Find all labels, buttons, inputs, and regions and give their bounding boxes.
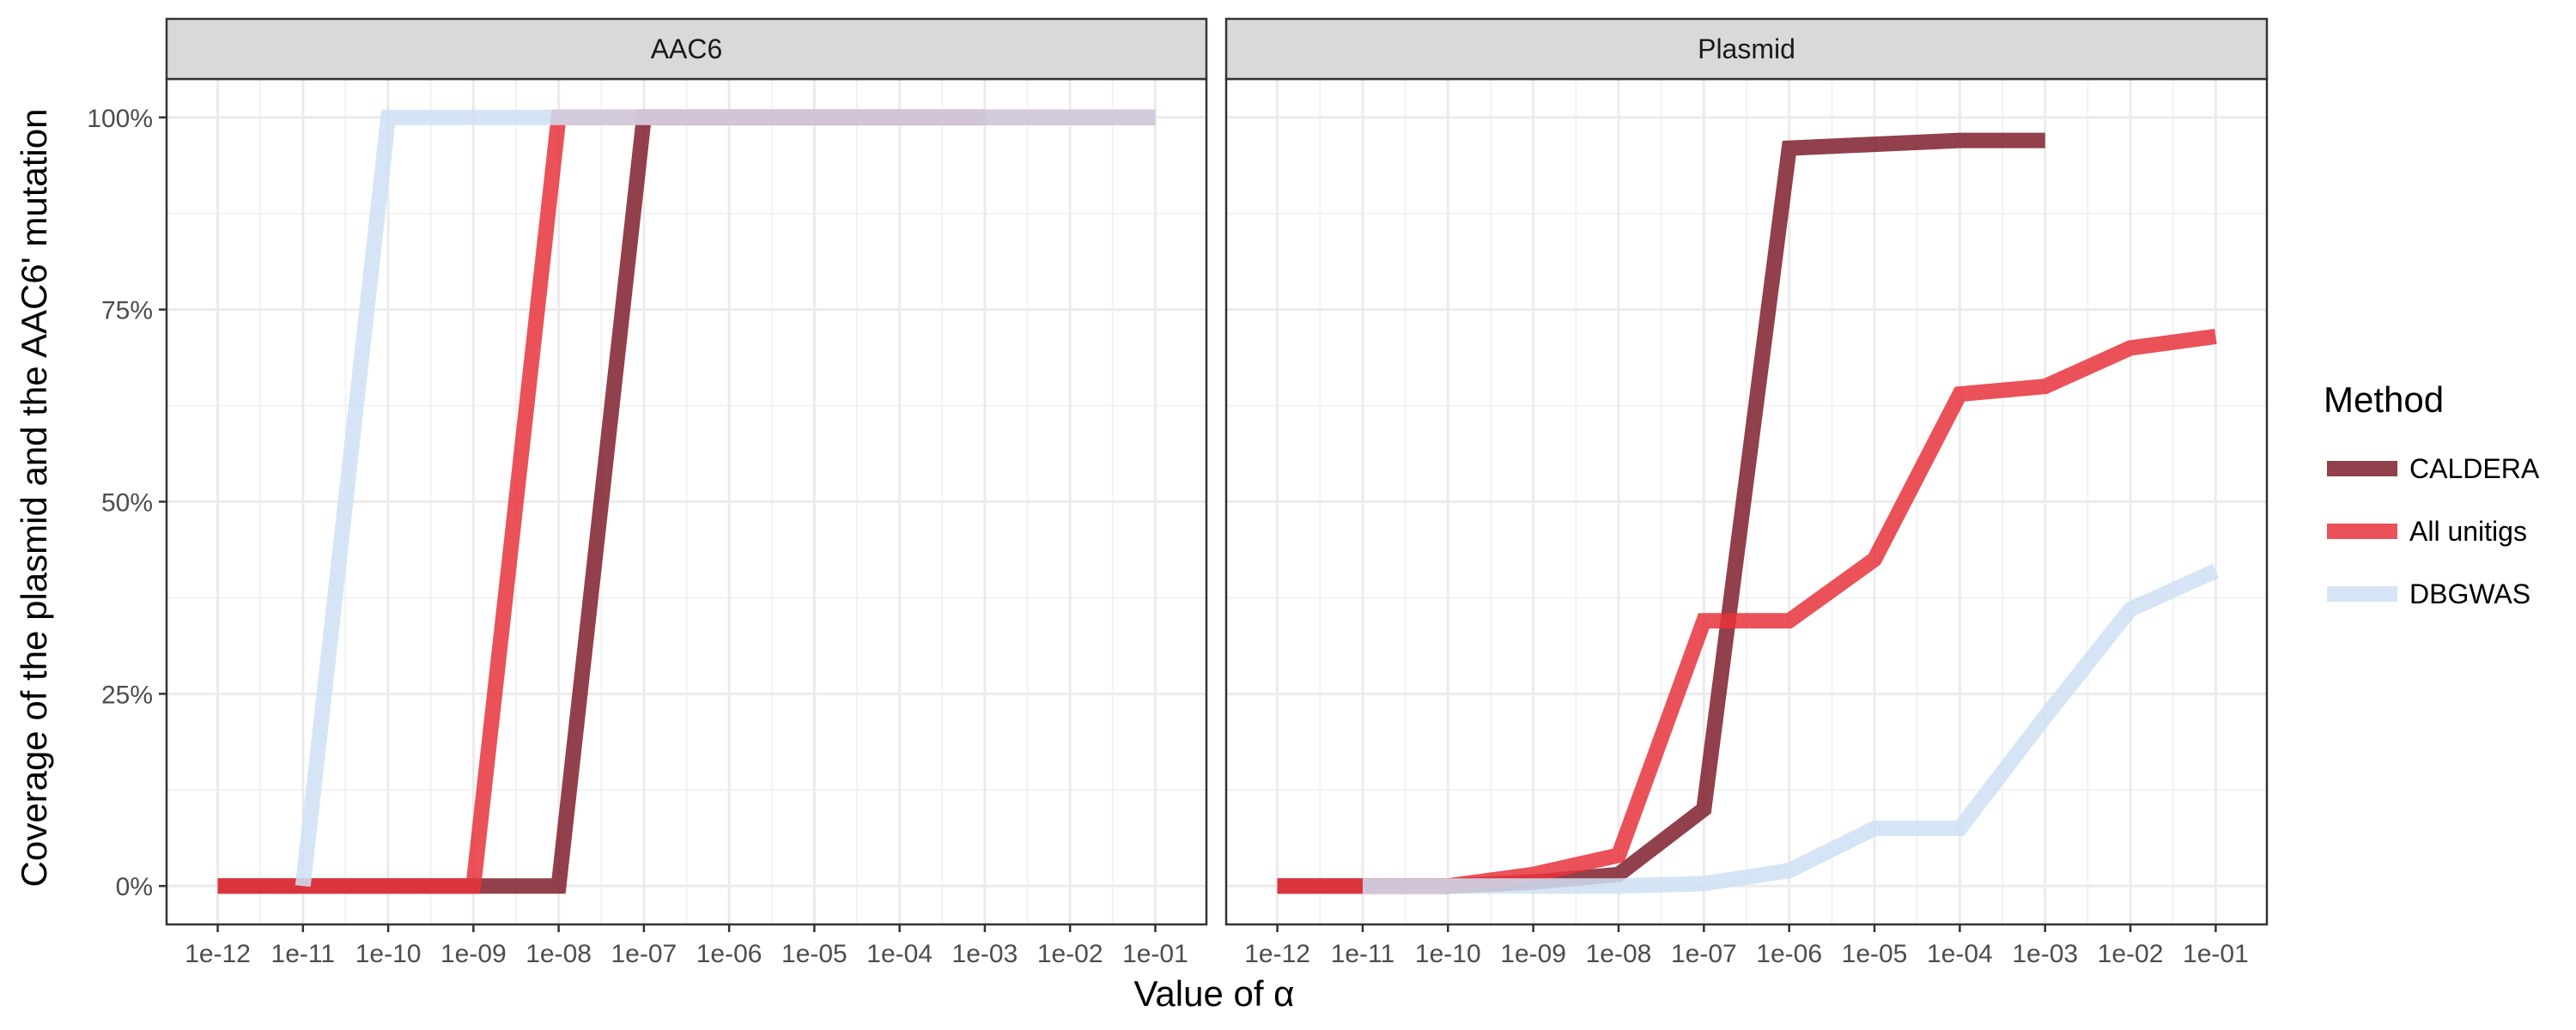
x-tick-label: 1e-08 xyxy=(526,940,592,968)
x-tick-label: 1e-02 xyxy=(1037,940,1103,968)
legend-item-caldera: CALDERA xyxy=(2327,453,2540,484)
x-tick-label: 1e-12 xyxy=(185,940,251,968)
legend-item-all-unitigs: All unitigs xyxy=(2327,516,2527,547)
legend-label: DBGWAS xyxy=(2409,579,2530,609)
x-tick-label: 1e-07 xyxy=(1671,940,1737,968)
x-tick-label: 1e-03 xyxy=(2012,940,2078,968)
x-tick-label: 1e-05 xyxy=(1842,940,1908,968)
y-tick-label: 75% xyxy=(101,297,153,325)
legend-label: CALDERA xyxy=(2409,453,2540,484)
y-tick-label: 0% xyxy=(116,873,153,901)
x-tick-label: 1e-04 xyxy=(866,940,933,968)
strip-title: AAC6 xyxy=(651,33,723,64)
strip-background xyxy=(1224,17,2269,81)
x-tick-label: 1e-06 xyxy=(1756,940,1822,968)
x-tick-label: 1e-03 xyxy=(952,940,1018,968)
x-tick-label: 1e-09 xyxy=(1500,940,1566,968)
x-tick-label: 1e-08 xyxy=(1586,940,1652,968)
x-tick-label: 1e-01 xyxy=(1122,940,1188,968)
strip-title: Plasmid xyxy=(1698,33,1795,64)
series-line-dbgwas xyxy=(1363,563,2220,894)
x-tick-label: 1e-05 xyxy=(781,940,848,968)
legend-items: CALDERA All unitigs DBGWAS xyxy=(2327,453,2540,609)
panel-aac6: AAC6 1e-12 1e-11 1e-10 1e-09 1e-08 1e-07 1e-06 1… xyxy=(87,17,1208,968)
x-tick-label: 1e-04 xyxy=(1927,940,1993,968)
series-line-dbgwas xyxy=(295,109,1156,888)
x-tick-label: 1e-07 xyxy=(611,940,677,968)
x-tick-label: 1e-11 xyxy=(1331,940,1395,968)
x-axis-title: Value of α xyxy=(1134,973,1295,1014)
legend-title: Method xyxy=(2324,379,2444,420)
y-tick-label: 50% xyxy=(101,489,153,518)
x-tick-label: 1e-06 xyxy=(696,940,762,968)
y-tick-label: 25% xyxy=(101,681,153,709)
x-tick-label: 1e-10 xyxy=(1415,940,1481,968)
x-tick-label: 1e-01 xyxy=(2183,940,2249,968)
strip-background xyxy=(165,17,1208,81)
panel-plasmid: Plasmid 1e-12 1e-11 1e-10 1e-09 1e-08 1e-07 1e-… xyxy=(1224,17,2269,968)
x-tick-label: 1e-09 xyxy=(440,940,507,968)
x-tick-label: 1e-02 xyxy=(2098,940,2164,968)
x-tick-label: 1e-12 xyxy=(1244,940,1310,968)
legend: Method CALDERA All unitigs DBGWAS xyxy=(2324,379,2540,609)
y-tick-label: 100% xyxy=(87,105,153,133)
panels-layer: AAC6 1e-12 1e-11 1e-10 1e-09 1e-08 1e-07 1e-06 1… xyxy=(87,17,2269,968)
legend-item-dbgwas: DBGWAS xyxy=(2327,579,2530,609)
x-tick-label: 1e-11 xyxy=(271,940,336,968)
x-tick-label: 1e-10 xyxy=(355,940,422,968)
y-axis-title: Coverage of the plasmid and the AAC6' mu… xyxy=(14,109,54,888)
legend-label: All unitigs xyxy=(2409,516,2527,547)
